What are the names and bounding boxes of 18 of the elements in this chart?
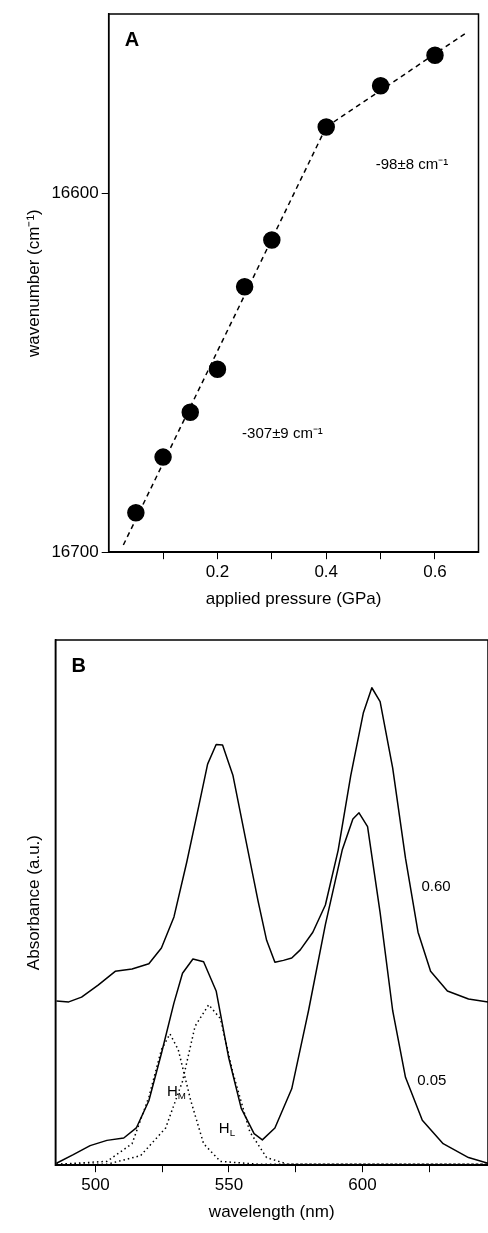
y-axis-title: wavenumber (cm⁻¹) (23, 209, 43, 358)
x-tick-label: 0.2 (205, 562, 230, 582)
series-label: 0.05 (417, 1071, 447, 1089)
y-axis-title: Absorbance (a.u.) (23, 835, 43, 971)
x-axis-title: wavelength (nm) (207, 1202, 335, 1222)
y-tick-label: 16600 (51, 183, 99, 203)
x-tick-label: 550 (214, 1175, 244, 1195)
text: A (124, 27, 140, 50)
x-axis-title: applied pressure (GPa) (205, 589, 382, 609)
x-tick-label: 500 (81, 1175, 110, 1195)
annotation: -307±9 cm⁻¹ (242, 423, 323, 441)
x-tick-label: 0.6 (423, 562, 447, 582)
annotation: -98±8 cm⁻¹ (375, 154, 449, 172)
chart-title: B (71, 653, 86, 676)
x-tick-label: 600 (348, 1175, 377, 1195)
series-label: 0.60 (421, 876, 451, 894)
y-tick-label: 16700 (51, 541, 99, 561)
x-tick-label: 0.4 (314, 562, 339, 582)
